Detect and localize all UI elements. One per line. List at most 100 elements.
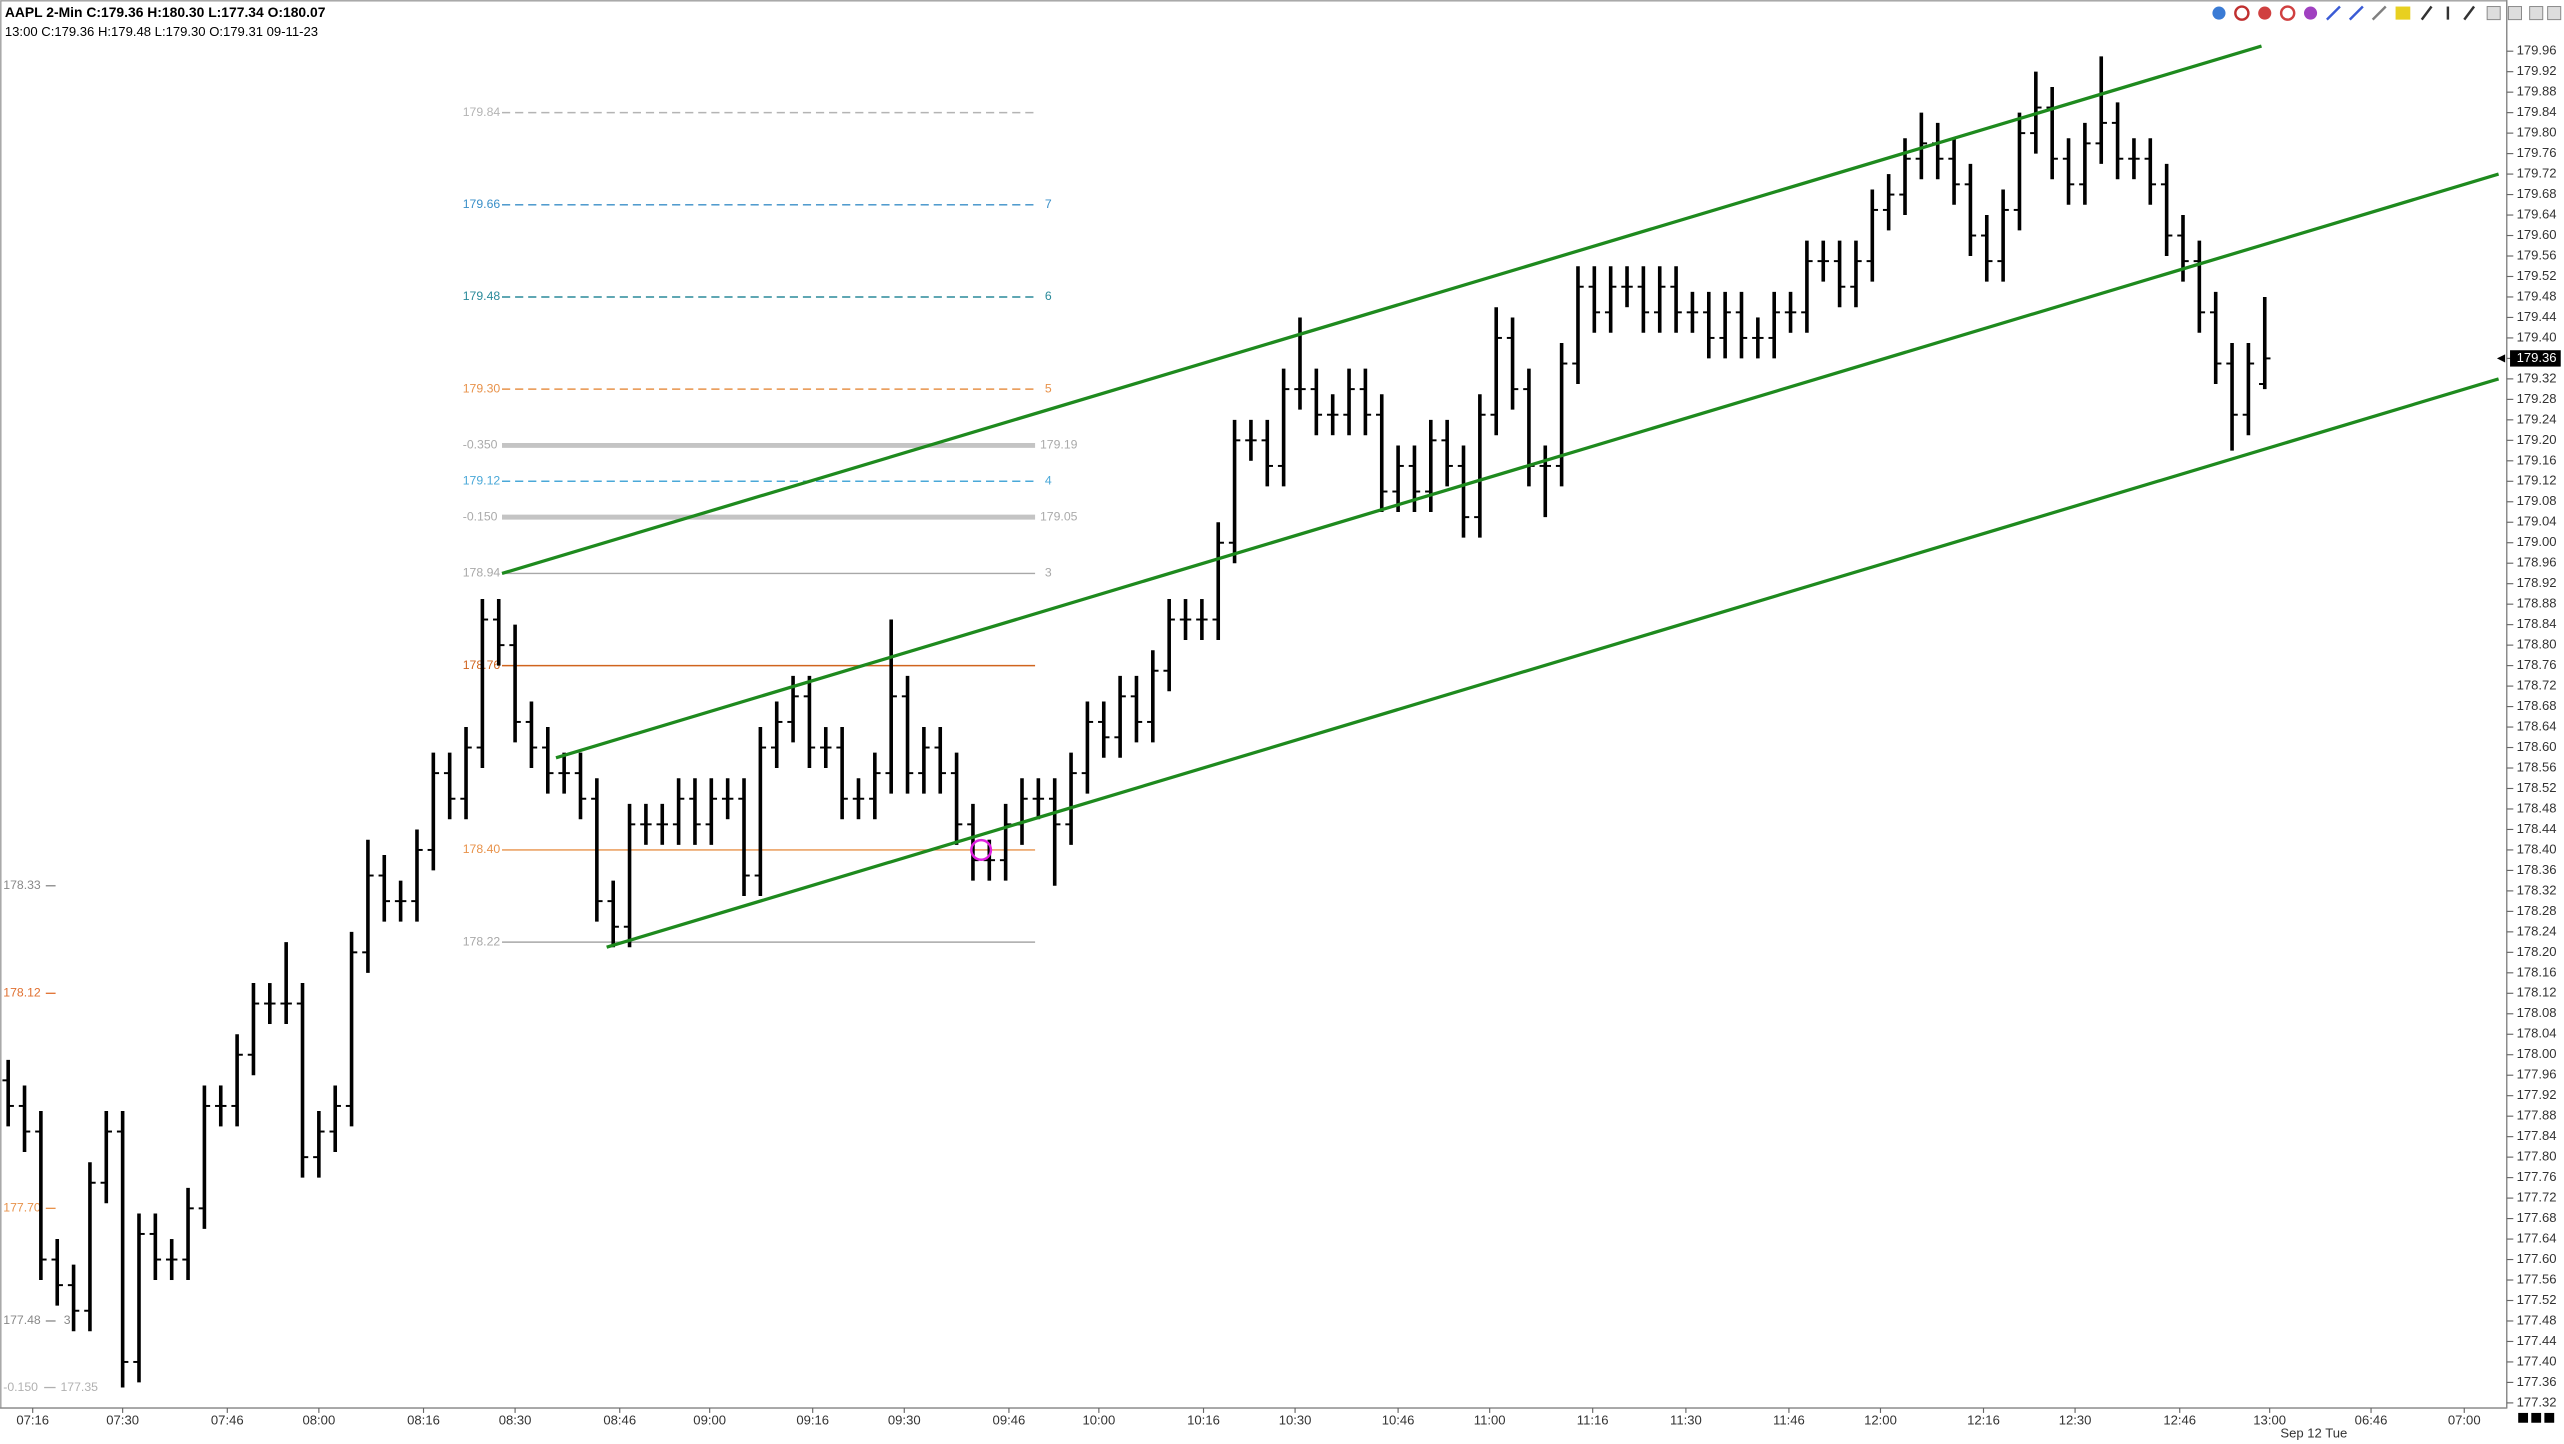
tool-icon[interactable] xyxy=(2420,5,2433,21)
y-tick-label: 177.36 xyxy=(2517,1374,2557,1389)
fib-level-number: 6 xyxy=(1045,289,1052,303)
y-tick-label: 178.12 xyxy=(2517,985,2557,1000)
x-tick-label: 11:00 xyxy=(1474,1413,1506,1428)
y-tick-label: 177.40 xyxy=(2517,1353,2557,1368)
y-tick-label: 178.68 xyxy=(2517,698,2557,713)
band-note: -0.150 xyxy=(463,509,498,523)
y-tick-label: 179.76 xyxy=(2517,145,2557,160)
tool-icon[interactable] xyxy=(2348,5,2364,21)
x-tick-label: 12:30 xyxy=(2059,1413,2092,1428)
y-tick-label: 177.92 xyxy=(2517,1087,2557,1102)
channel-line xyxy=(501,44,2262,576)
y-tick-label: 178.72 xyxy=(2517,678,2557,693)
y-tick-label: 179.16 xyxy=(2517,452,2557,467)
x-tick-label: 08:46 xyxy=(603,1413,636,1428)
tool-icon[interactable] xyxy=(2326,5,2341,21)
tool-icon[interactable] xyxy=(2258,6,2272,20)
y-tick-label: 178.88 xyxy=(2517,596,2557,611)
y-tick-label: 177.32 xyxy=(2517,1394,2557,1409)
y-tick-label: 177.88 xyxy=(2517,1108,2557,1123)
fib-price-label: 179.12 xyxy=(463,474,501,488)
fib-price-label: 178.94 xyxy=(463,566,501,580)
y-tick-label: 177.96 xyxy=(2517,1067,2557,1082)
left-level-label: 177.70 xyxy=(3,1201,41,1215)
fib-price-label: 178.40 xyxy=(463,842,501,856)
corner-button[interactable] xyxy=(2531,1412,2542,1423)
x-tick-label: 10:30 xyxy=(1279,1413,1312,1428)
tool-icon[interactable] xyxy=(2212,6,2226,20)
tool-icon[interactable] xyxy=(2304,6,2318,20)
y-tick-label: 178.00 xyxy=(2517,1046,2557,1061)
window-button[interactable] xyxy=(2486,6,2501,21)
tool-icon[interactable] xyxy=(2395,6,2411,20)
marker-circle xyxy=(970,838,993,861)
y-tick-label: 179.08 xyxy=(2517,493,2557,508)
y-tick-label: 178.24 xyxy=(2517,923,2557,938)
tool-icon[interactable] xyxy=(2234,5,2250,21)
fib-price-label: 178.22 xyxy=(463,934,501,948)
band-note: -0.350 xyxy=(463,438,498,452)
x-tick-label: 09:30 xyxy=(888,1413,921,1428)
window-button[interactable] xyxy=(2507,6,2522,21)
date-label: Sep 12 Tue xyxy=(2280,1426,2347,1441)
y-tick-label: 177.72 xyxy=(2517,1190,2557,1205)
left-level-label: 177.35 xyxy=(61,1380,99,1394)
x-tick-label: 07:46 xyxy=(211,1413,244,1428)
x-tick-label: 07:00 xyxy=(2448,1413,2481,1428)
y-tick-label: 178.76 xyxy=(2517,657,2557,672)
y-tick-label: 179.00 xyxy=(2517,534,2557,549)
y-tick-label: 179.24 xyxy=(2517,411,2557,426)
left-level-label: 178.33 xyxy=(3,878,41,892)
x-tick-label: 12:16 xyxy=(1967,1413,2000,1428)
y-tick-label: 179.40 xyxy=(2517,329,2557,344)
left-level-label: 178.12 xyxy=(3,986,41,1000)
last-price-box xyxy=(2510,350,2561,367)
left-level-note: -0.150 xyxy=(3,1380,38,1394)
window-button[interactable] xyxy=(2529,6,2544,21)
tool-icon[interactable] xyxy=(2463,5,2476,21)
tool-icon[interactable] xyxy=(2279,5,2296,21)
y-tick-label: 178.32 xyxy=(2517,882,2557,897)
last-price-label: 179.36 xyxy=(2517,350,2557,365)
y-tick-label: 179.44 xyxy=(2517,309,2557,324)
band-price-label: 179.19 xyxy=(1040,438,1078,452)
y-tick-label: 179.48 xyxy=(2517,288,2557,303)
x-tick-label: 09:16 xyxy=(796,1413,829,1428)
corner-button[interactable] xyxy=(2518,1412,2529,1423)
y-tick-label: 177.76 xyxy=(2517,1169,2557,1184)
y-tick-label: 179.80 xyxy=(2517,125,2557,140)
fib-price-label: 179.84 xyxy=(463,105,501,119)
toolbar xyxy=(2212,5,2562,21)
y-tick-label: 177.60 xyxy=(2517,1251,2557,1266)
fib-level-number: 7 xyxy=(1045,197,1052,211)
y-tick-label: 178.20 xyxy=(2517,944,2557,959)
y-tick-label: 179.72 xyxy=(2517,166,2557,181)
y-tick-label: 179.32 xyxy=(2517,370,2557,385)
fib-price-label: 179.30 xyxy=(463,381,501,395)
y-tick-label: 179.96 xyxy=(2517,43,2557,58)
x-tick-label: 07:16 xyxy=(16,1413,49,1428)
y-tick-label: 179.64 xyxy=(2517,206,2557,221)
y-tick-label: 177.68 xyxy=(2517,1210,2557,1225)
y-tick-label: 178.52 xyxy=(2517,780,2557,795)
y-tick-label: 178.36 xyxy=(2517,862,2557,877)
y-tick-label: 179.84 xyxy=(2517,104,2557,119)
y-tick-label: 179.56 xyxy=(2517,247,2557,262)
y-tick-label: 178.48 xyxy=(2517,800,2557,815)
last-price-arrow xyxy=(2496,354,2506,363)
symbol-header: AAPL 2-Min C:179.36 H:180.30 L:177.34 O:… xyxy=(5,4,326,20)
corner-button[interactable] xyxy=(2544,1412,2555,1423)
window-button[interactable] xyxy=(2547,6,2562,21)
y-tick-label: 179.20 xyxy=(2517,432,2557,447)
y-tick-label: 178.84 xyxy=(2517,616,2557,631)
y-tick-label: 178.64 xyxy=(2517,719,2557,734)
x-tick-label: 09:00 xyxy=(693,1413,726,1428)
tool-icon[interactable] xyxy=(2371,5,2387,21)
x-tick-label: 10:16 xyxy=(1187,1413,1220,1428)
y-tick-label: 178.08 xyxy=(2517,1005,2557,1020)
y-tick-label: 178.80 xyxy=(2517,637,2557,652)
x-tick-label: 10:46 xyxy=(1382,1413,1415,1428)
fib-level-number: 5 xyxy=(1045,381,1052,395)
